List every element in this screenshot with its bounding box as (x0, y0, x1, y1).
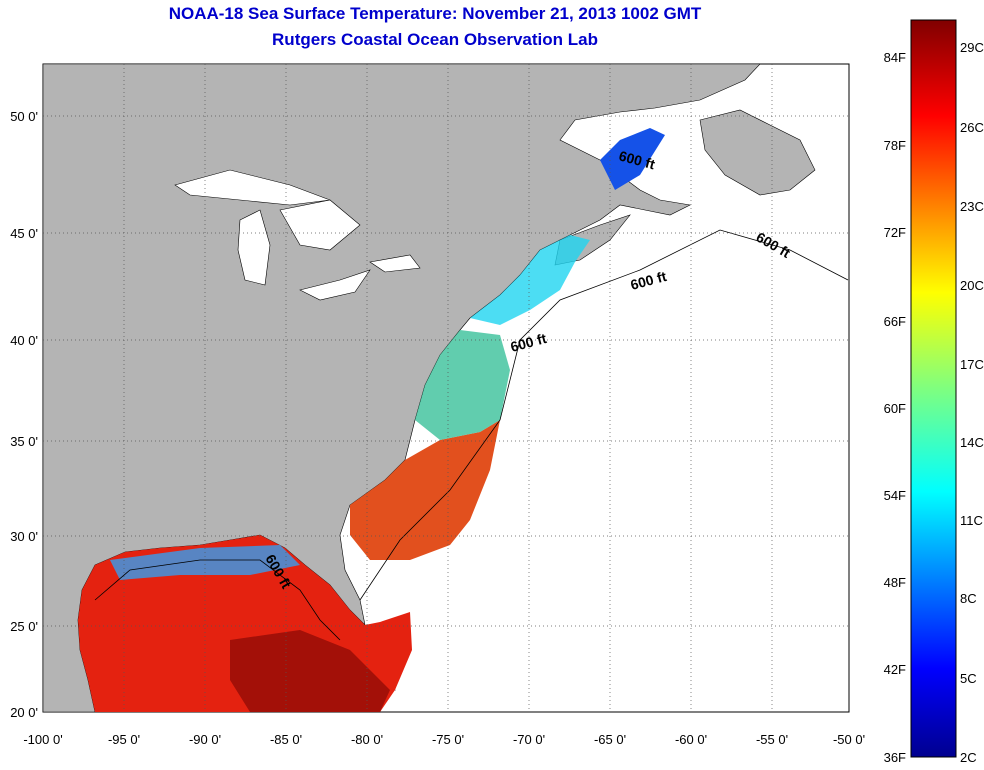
sst-gulf-st-lawrence (600, 128, 665, 190)
colorbar-c-label: 17C (960, 357, 984, 372)
lat-tick-label: 25 0' (10, 619, 38, 634)
lon-tick-label: -55 0' (756, 732, 788, 747)
sst-gulf-of-maine (470, 235, 590, 325)
sst-atlantic-south (350, 420, 500, 560)
graticule (43, 64, 849, 712)
colorbar-c-label: 20C (960, 278, 984, 293)
contour-600ft-gulf (94, 559, 341, 641)
colorbar-f-label: 42F (884, 662, 906, 677)
colorbar-c-label: 11C (960, 513, 983, 528)
lon-tick-label: -100 0' (23, 732, 62, 747)
colorbar-c-label: 5C (960, 671, 977, 686)
colorbar-f-label: 36F (884, 750, 906, 765)
great-lakes (174, 169, 421, 301)
lon-tick-label: -95 0' (108, 732, 140, 747)
colorbar-c-label: 29C (960, 40, 984, 55)
colorbar-c-label: 23C (960, 199, 984, 214)
colorbar-f-label: 66F (884, 314, 906, 329)
lat-tick-label: 30 0' (10, 529, 38, 544)
land-newfoundland (699, 109, 816, 196)
lon-tick-label: -60 0' (675, 732, 707, 747)
lon-tick-label: -85 0' (270, 732, 302, 747)
latitude-labels: 50 0' 45 0' 40 0' 35 0' 30 0' 25 0' 20 0' (10, 109, 38, 720)
lat-tick-label: 35 0' (10, 434, 38, 449)
lat-tick-label: 20 0' (10, 705, 38, 720)
colorbar (910, 19, 957, 758)
lon-tick-label: -65 0' (594, 732, 626, 747)
colorbar-c-label: 2C (960, 750, 977, 765)
colorbar-f-label: 60F (884, 401, 906, 416)
sst-gulf-warm-patch (230, 630, 390, 712)
colorbar-celsius-labels: 29C 26C 23C 20C 17C 14C 11C 8C 5C 2C (960, 40, 984, 765)
lon-tick-label: -80 0' (351, 732, 383, 747)
lon-tick-label: -50 0' (833, 732, 865, 747)
sst-atlantic-mid (415, 330, 510, 440)
lon-tick-label: -70 0' (513, 732, 545, 747)
sst-gulf-cool-edge (110, 545, 300, 580)
colorbar-c-label: 14C (960, 435, 984, 450)
colorbar-f-label: 78F (884, 138, 906, 153)
lat-tick-label: 45 0' (10, 226, 38, 241)
lon-tick-label: -90 0' (189, 732, 221, 747)
colorbar-f-label: 54F (884, 488, 906, 503)
colorbar-f-label: 72F (884, 225, 906, 240)
lat-tick-label: 50 0' (10, 109, 38, 124)
lon-tick-label: -75 0' (432, 732, 464, 747)
lat-tick-label: 40 0' (10, 333, 38, 348)
colorbar-c-label: 26C (960, 120, 984, 135)
contour-600ft-atlantic (359, 229, 849, 601)
colorbar-fahrenheit-labels: 84F 78F 72F 66F 60F 54F 48F 42F 36F (884, 50, 906, 765)
colorbar-f-label: 84F (884, 50, 906, 65)
map-subtitle: Rutgers Coastal Ocean Observation Lab (272, 30, 598, 49)
longitude-labels: -100 0' -95 0' -90 0' -85 0' -80 0' -75 0' -70… (23, 732, 865, 747)
colorbar-c-label: 8C (960, 591, 977, 606)
map-title: NOAA-18 Sea Surface Temperature: Novembe… (168, 4, 702, 23)
colorbar-f-label: 48F (884, 575, 906, 590)
